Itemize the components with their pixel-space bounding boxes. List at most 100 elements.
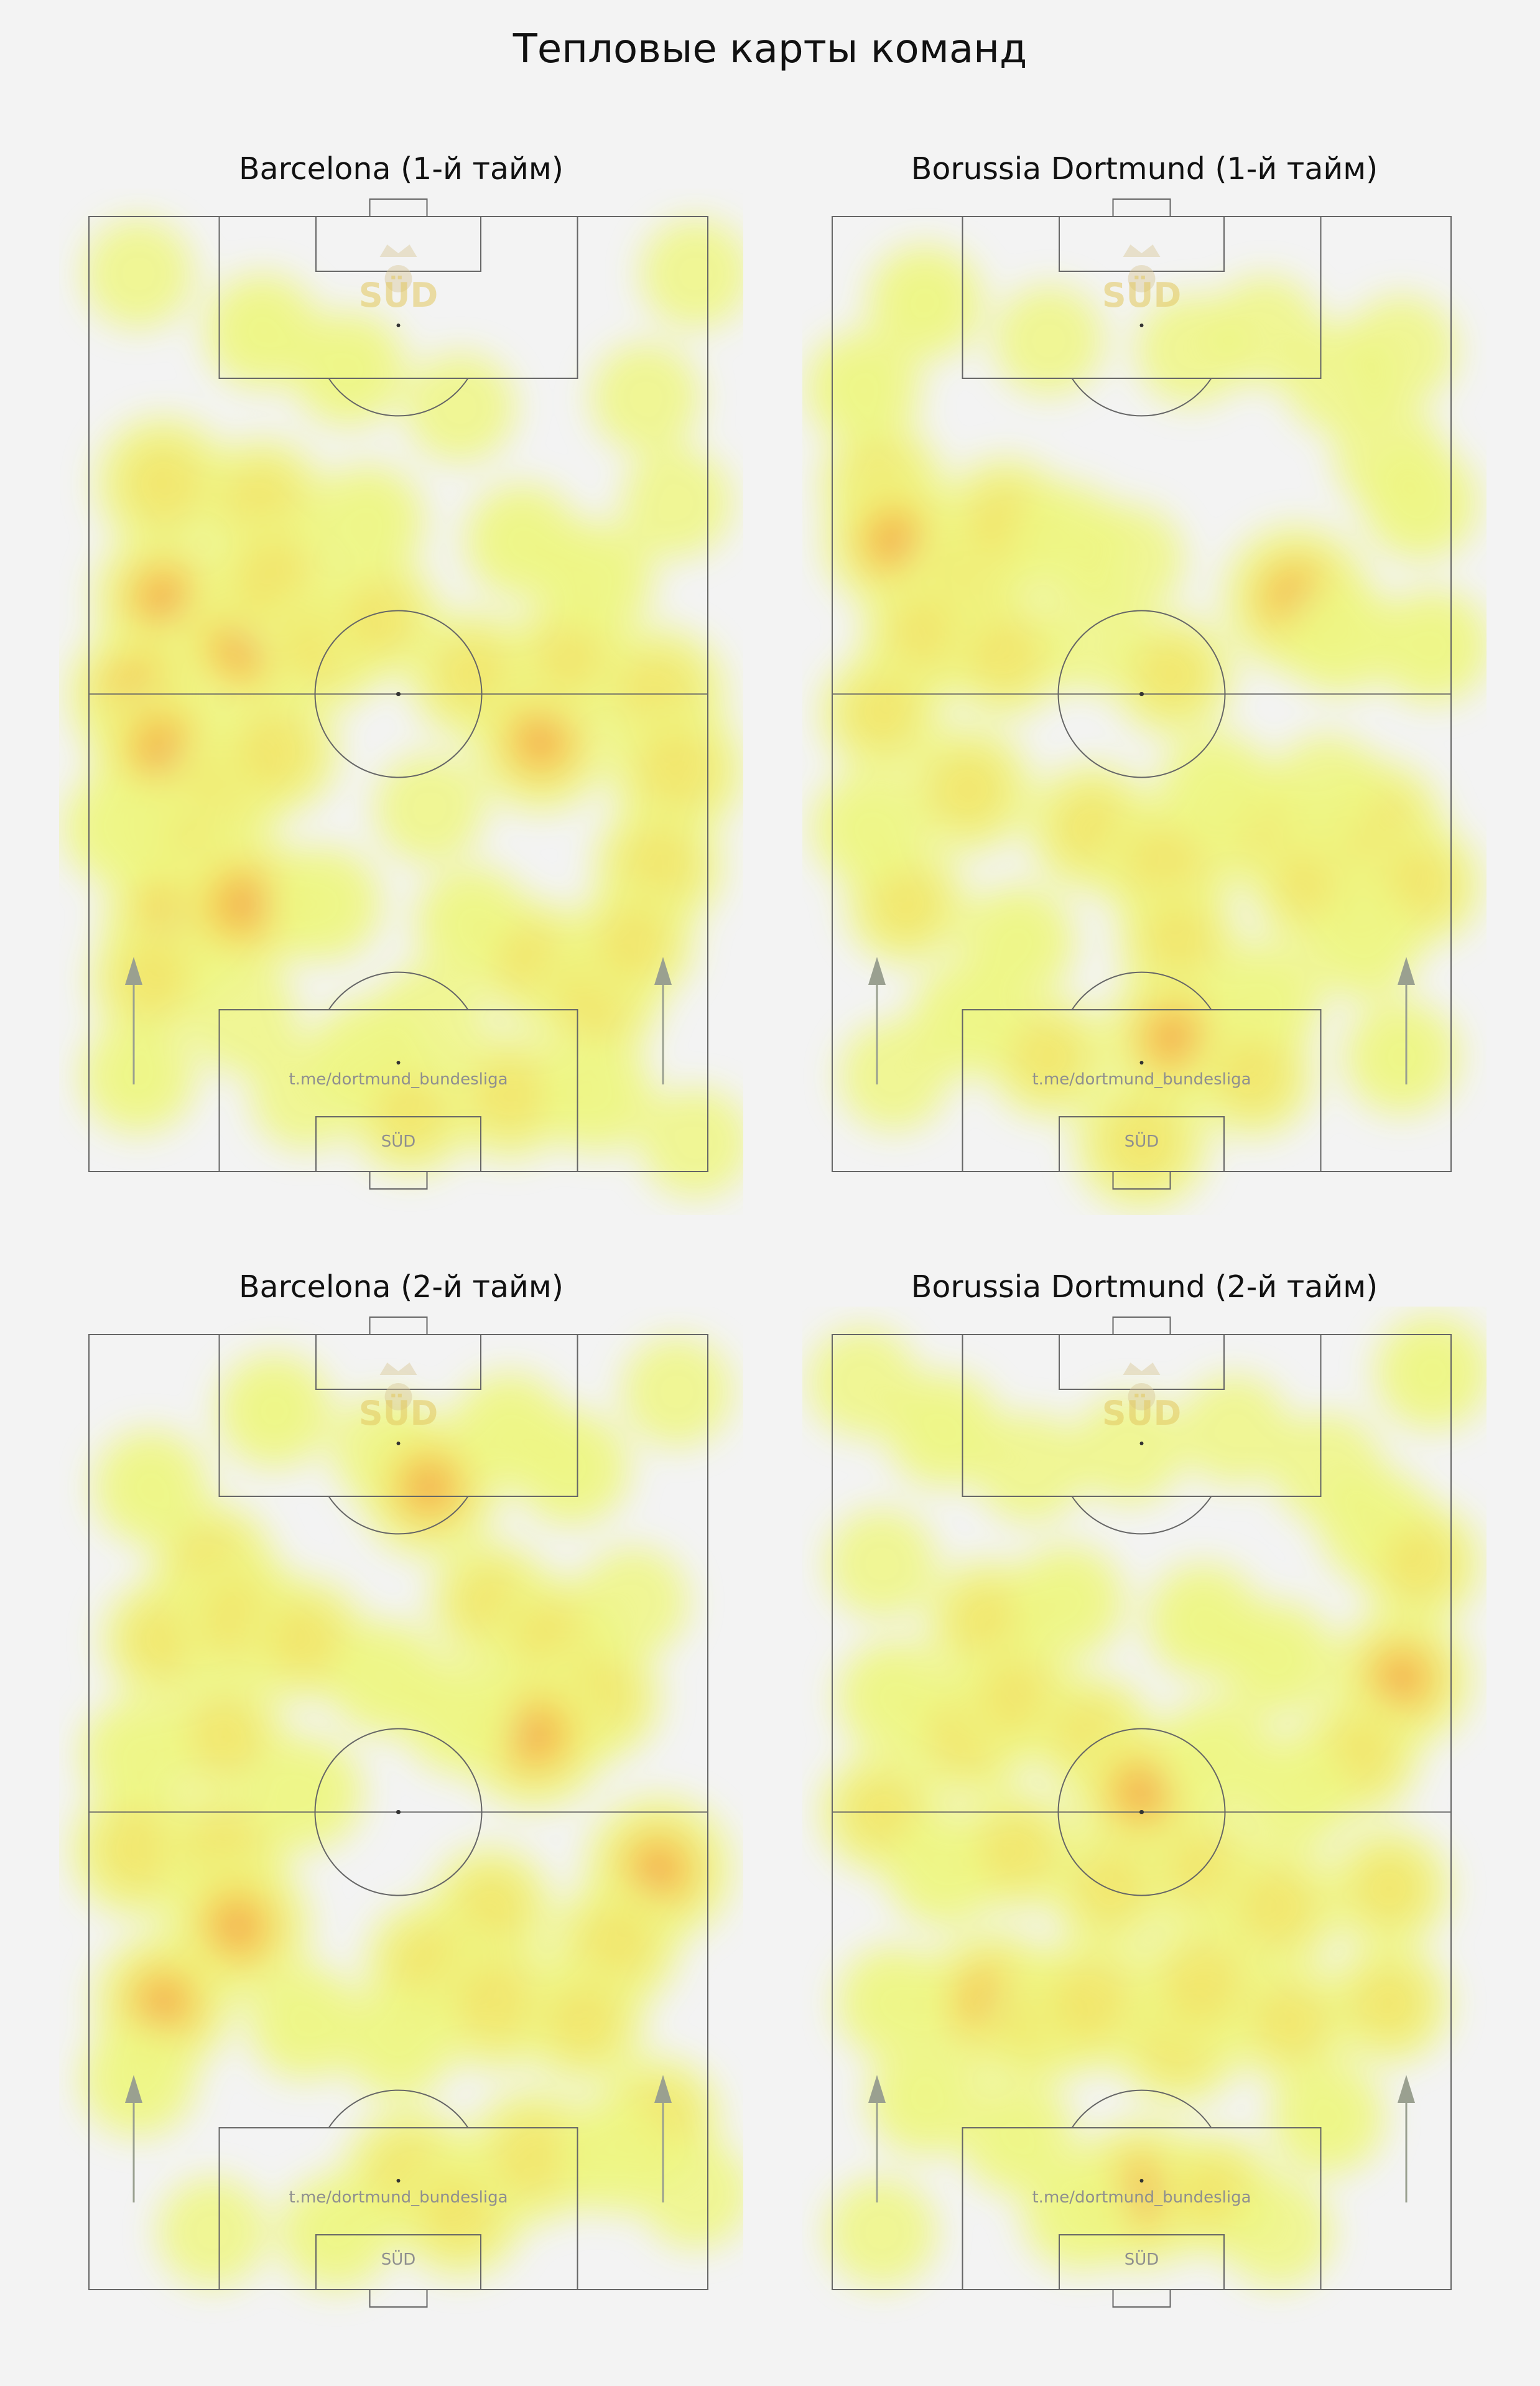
bottom-goal <box>369 1171 428 1190</box>
heat-blob <box>157 2177 268 2288</box>
top-penalty-arc <box>328 378 469 417</box>
heat-blob <box>487 506 557 577</box>
heat-blob <box>332 487 402 557</box>
heat-blob <box>845 676 919 750</box>
heat-blob <box>1352 1966 1426 2040</box>
center-circle <box>314 610 483 778</box>
heat-blob <box>1162 1943 1245 2025</box>
top-goal <box>369 198 428 217</box>
top-goal-area <box>1059 216 1225 272</box>
heat-blob <box>103 1041 174 1111</box>
heatmap-dortmund-first-half: SÜD t.me/dortmund_bundesliga SÜD <box>805 198 1487 1211</box>
top-penalty-spot <box>1139 1442 1144 1445</box>
heat-core <box>215 1904 260 1949</box>
heat-blob <box>1141 905 1216 979</box>
top-goal-area <box>315 216 481 272</box>
heatmap-barcelona-first-half: SÜD t.me/dortmund_bundesliga SÜD <box>62 198 743 1198</box>
heat-blob <box>826 1508 937 1619</box>
heat-blob <box>983 907 1053 977</box>
heat-blob <box>123 443 204 525</box>
top-goal-area <box>1059 1334 1225 1390</box>
heat-blob <box>1222 2177 1334 2288</box>
panel-title: Borussia Dortmund (1-й тайм) <box>911 151 1378 187</box>
heat-core <box>636 1847 681 1892</box>
heat-blob <box>98 1809 179 1891</box>
panel-barcelona-first-half: Barcelona (1-й тайм) SÜD t.me/dortmund_bu… <box>59 151 743 1209</box>
heat-blob <box>975 1413 1086 1524</box>
heat-blob <box>351 1643 421 1713</box>
heat-core <box>872 520 916 563</box>
bottom-penalty-spot <box>1139 1061 1144 1065</box>
heat-blob <box>826 2177 937 2288</box>
heat-blob <box>590 342 702 454</box>
badge-watermark: SÜD <box>381 2249 416 2269</box>
heat-blob <box>578 1547 689 1657</box>
top-goal <box>1112 198 1171 217</box>
center-spot <box>1139 1810 1144 1814</box>
bottom-goal <box>1112 2289 1171 2308</box>
heat-blob <box>1304 602 1375 672</box>
heat-blob <box>188 963 299 1074</box>
bottom-penalty-spot <box>396 2179 401 2183</box>
bottom-goal <box>1112 1171 1171 1190</box>
heat-core <box>407 1466 451 1509</box>
heat-blob <box>250 1040 361 1150</box>
bottom-goal <box>369 2289 428 2308</box>
heat-blob <box>1366 1022 1437 1093</box>
logo-text: SÜD <box>1102 1394 1182 1433</box>
center-spot <box>396 1810 401 1814</box>
bottom-penalty-arc <box>1071 2089 1212 2128</box>
heat-blob <box>1243 1624 1313 1695</box>
heat-blob <box>1253 1985 1327 2059</box>
bottom-penalty-spot <box>396 1061 401 1065</box>
heat-blob <box>640 2138 743 2250</box>
bottom-penalty-spot <box>1139 2179 1144 2183</box>
heat-blob <box>405 352 516 463</box>
heat-core <box>1151 1016 1194 1060</box>
top-penalty-arc <box>1071 1496 1212 1535</box>
heat-blob <box>271 1987 341 2057</box>
top-penalty-spot <box>1139 324 1144 327</box>
direction-arrow-head <box>654 957 672 985</box>
heat-blob <box>1101 1102 1182 1184</box>
badge-watermark: SÜD <box>1125 1131 1159 1151</box>
heat-layer <box>808 1314 1487 2288</box>
heat-blob <box>374 753 485 864</box>
heat-blob <box>561 544 632 615</box>
badge-watermark: SÜD <box>1125 2249 1159 2269</box>
heat-core <box>1380 1657 1423 1700</box>
heat-blob <box>933 984 1004 1054</box>
direction-arrow-head <box>125 957 142 985</box>
heat-blob <box>471 1056 549 1134</box>
panel-title: Barcelona (2-й тайм) <box>239 1269 564 1305</box>
channel-watermark: t.me/dortmund_bundesliga <box>1032 2188 1251 2207</box>
heat-blob <box>239 1376 310 1447</box>
heat-blob <box>968 618 1042 693</box>
panel-dortmund-second-half: Borussia Dortmund (2-й тайм) SÜD t.me/dor… <box>802 1269 1487 2327</box>
heat-blob <box>870 867 944 941</box>
heat-blob <box>1044 2178 1115 2249</box>
bottom-penalty-arc <box>1071 971 1212 1010</box>
heat-blob <box>640 218 743 329</box>
heat-blob <box>103 2044 174 2115</box>
heat-blob <box>289 869 359 939</box>
heat-blob <box>547 1985 621 2059</box>
heat-blob <box>188 1699 262 1773</box>
heat-blob <box>859 1968 929 2038</box>
heat-blob <box>1397 1338 1468 1408</box>
heat-blob <box>838 1020 950 1132</box>
heat-blob <box>116 1452 186 1522</box>
pitch-lines <box>832 198 1452 1190</box>
panel-barcelona-second-half: Barcelona (2-й тайм) SÜD t.me/dortmund_bu… <box>59 1269 743 2327</box>
direction-arrow-head <box>654 2075 672 2103</box>
heat-blob <box>114 943 188 1018</box>
heat-blob <box>890 267 960 338</box>
heat-blob <box>580 2120 650 2191</box>
heat-blob <box>1181 754 1251 825</box>
heat-blob <box>1397 611 1468 681</box>
heat-core <box>512 1713 557 1758</box>
heat-blob <box>1032 1567 1103 1638</box>
sud-logo-icon <box>379 1363 417 1410</box>
heat-blob <box>1136 638 1210 712</box>
heat-blob <box>1074 1852 1148 1926</box>
